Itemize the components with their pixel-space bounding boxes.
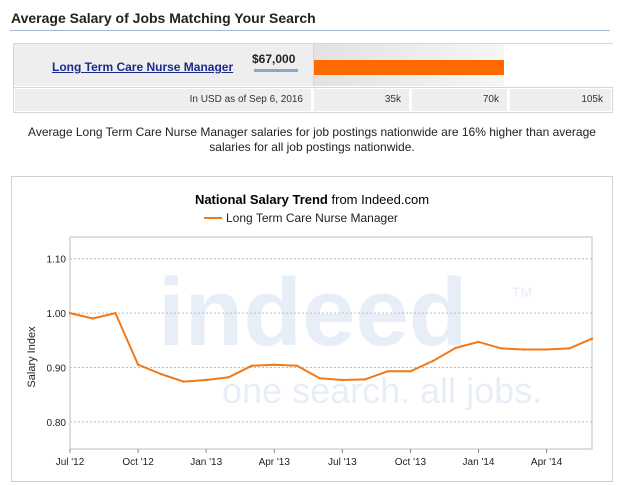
salary-axis-row: In USD as of Sep 6, 2016 35k 70k 105k (14, 87, 612, 113)
y-tick-label: 1.10 (47, 255, 67, 266)
series-point (386, 370, 389, 373)
x-tick-label: Apr '14 (531, 457, 563, 468)
plot-frame (69, 236, 593, 450)
comparison-note: Average Long Term Care Nurse Manager sal… (28, 125, 596, 154)
job-title-link[interactable]: Long Term Care Nurse Manager (52, 60, 234, 74)
axis-tick-105k: 105k (510, 89, 611, 111)
series-point (409, 370, 412, 373)
series-point (500, 347, 503, 350)
y-tick-label: 0.90 (47, 363, 67, 374)
salary-amount-underline (254, 69, 298, 72)
chart-svg: indeed TM one search. all jobs. National… (26, 192, 594, 468)
legend-label: Long Term Care Nurse Manager (226, 211, 398, 225)
series-point (431, 359, 435, 363)
chart-title: National Salary Trend from Indeed.com (195, 192, 429, 207)
series-point (68, 311, 72, 315)
grid-layer (69, 236, 593, 450)
series-point (522, 348, 526, 351)
series-point (477, 340, 480, 344)
salary-bar-area (313, 44, 613, 86)
series-point (341, 378, 344, 382)
series-point (273, 363, 276, 366)
indeed-watermark: indeed TM one search. all jobs. (158, 259, 542, 411)
series-point (545, 348, 548, 351)
series-point (227, 376, 231, 379)
axis-layer: 1.10 1.00 0.90 0.80 Jul '12 Oct '12 Jan '13 Apr… (47, 255, 563, 468)
series-point (159, 372, 162, 376)
salary-amount: $67,000 (252, 52, 296, 66)
series-layer (68, 311, 594, 383)
series-point (182, 380, 185, 383)
x-tick-label: Oct '13 (395, 457, 427, 468)
series-point (454, 346, 457, 350)
y-axis-label: Salary Index (26, 326, 38, 388)
y-tick-label: 1.00 (47, 309, 67, 320)
series-point (568, 347, 571, 350)
axis-tick-35k: 35k (314, 89, 409, 111)
watermark-brand: indeed (158, 259, 467, 366)
series-line (69, 312, 593, 383)
currency-note: In USD as of Sep 6, 2016 (15, 89, 311, 111)
x-tick-label: Jul '12 (56, 457, 85, 468)
series-point (205, 378, 208, 382)
x-tick-label: Oct '12 (122, 457, 154, 468)
series-point (114, 311, 117, 315)
series-point (363, 378, 367, 381)
series-point (295, 364, 299, 367)
series-point (318, 377, 321, 380)
salary-trend-chart: indeed TM one search. all jobs. National… (11, 176, 613, 482)
x-tick-label: Jan '14 (463, 457, 495, 468)
series-point (250, 364, 253, 367)
series-point (590, 337, 594, 340)
watermark-tagline: one search. all jobs. (222, 370, 542, 411)
x-tick-label: Apr '13 (259, 457, 291, 468)
x-tick-label: Jan '13 (190, 457, 222, 468)
section-heading: Average Salary of Jobs Matching Your Sea… (11, 10, 316, 26)
salary-summary-box: Long Term Care Nurse Manager $67,000 In … (13, 43, 613, 113)
salary-bar (314, 60, 504, 75)
series-point (91, 317, 94, 320)
series-point (136, 363, 140, 366)
watermark-tm: TM (512, 284, 532, 300)
axis-tick-70k: 70k (412, 89, 507, 111)
chart-title-suffix: from Indeed.com (332, 192, 430, 207)
y-tick-label: 0.80 (47, 418, 67, 429)
job-cell: Long Term Care Nurse Manager $67,000 (14, 44, 313, 86)
x-tick-label: Jul '13 (328, 457, 357, 468)
heading-divider (10, 30, 610, 31)
chart-title-main: National Salary Trend (195, 192, 328, 207)
